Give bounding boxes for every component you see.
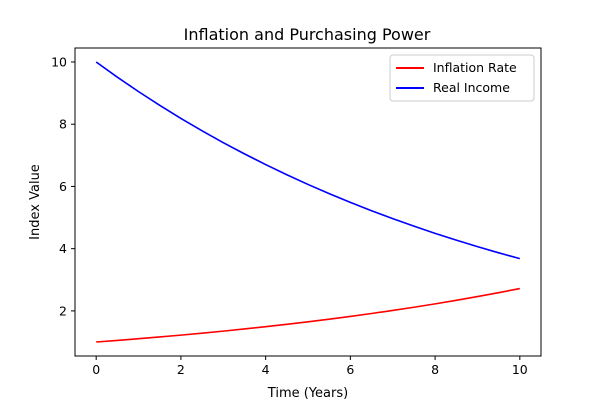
y-tick-label: 6 <box>59 179 67 194</box>
x-tick-label: 4 <box>262 362 270 377</box>
x-tick-label: 0 <box>92 362 100 377</box>
x-tick-label: 10 <box>512 362 528 377</box>
x-axis-label: Time (Years) <box>267 386 348 400</box>
y-tick-label: 8 <box>59 117 67 132</box>
x-tick-label: 8 <box>431 362 439 377</box>
series-layer <box>95 61 521 343</box>
plot-frame <box>74 47 542 357</box>
x-tick-label: 6 <box>346 362 354 377</box>
series-line-inflation-rate <box>96 287 520 343</box>
legend-box <box>389 54 535 102</box>
x-tick-label: 2 <box>177 362 185 377</box>
y-tick-label: 4 <box>59 241 67 256</box>
ticks-layer: 0 2 4 6 8 10 2 4 6 8 10 <box>51 55 528 378</box>
y-tick-label: 2 <box>59 303 67 318</box>
legend: Inflation Rate Real Income <box>389 54 535 102</box>
y-tick-label: 10 <box>51 55 67 70</box>
legend-label-real-income: Real Income <box>433 80 510 95</box>
legend-label-inflation-rate: Inflation Rate <box>433 60 517 75</box>
series-line-real-income <box>95 61 521 260</box>
chart-title: Inflation and Purchasing Power <box>184 25 431 44</box>
y-axis-label: Index Value <box>28 164 43 240</box>
